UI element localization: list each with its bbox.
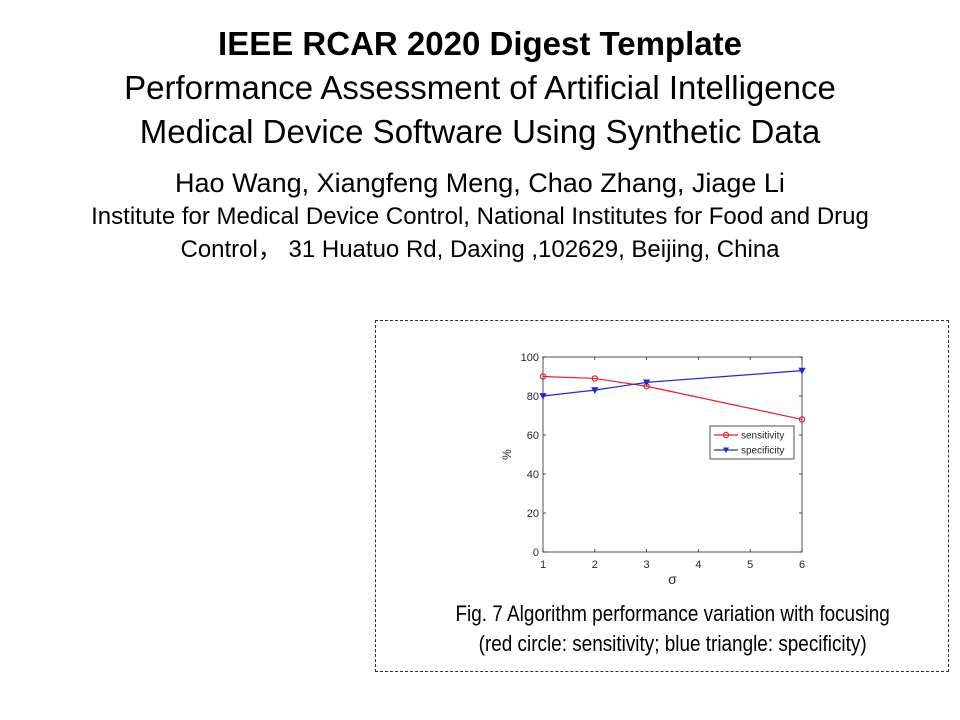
author-list: Hao Wang, Xiangfeng Meng, Chao Zhang, Ji… xyxy=(175,168,785,198)
y-tick-label: 60 xyxy=(527,430,539,442)
caption-line-1: Fig. 7 Algorithm performance variation w… xyxy=(455,601,890,626)
y-tick-label: 20 xyxy=(527,508,539,520)
specificity-point xyxy=(642,379,651,387)
y-axis-label: % xyxy=(500,449,514,460)
y-tick-label: 100 xyxy=(521,352,539,364)
specificity-point xyxy=(539,393,547,400)
x-tick-label: 4 xyxy=(695,559,701,571)
sensitivity-point xyxy=(798,416,806,423)
specificity-line xyxy=(542,370,803,397)
legend-marker-specificity xyxy=(723,447,729,453)
slide-title: IEEE RCAR 2020 Digest Template xyxy=(218,25,742,62)
x-tick-label: 2 xyxy=(592,559,598,571)
paper-title-line-2: Medical Device Software Using Synthetic … xyxy=(139,113,821,150)
affiliation-line-2: Control， 31 Huatuo Rd, Daxing ,102629, B… xyxy=(180,236,780,263)
legend-label-sensitivity: sensitivity xyxy=(741,431,784,442)
sensitivity-point xyxy=(539,373,547,380)
specificity-point xyxy=(591,387,599,394)
performance-line-chart: 1 2 3 4 5 6020406080100σ%sensitivityspecifici… xyxy=(500,352,806,587)
affiliation-line-1: Institute for Medical Device Control, Na… xyxy=(91,203,869,230)
figure-caption: Fig. 7 Algorithm performance variation w… xyxy=(426,599,920,659)
sensitivity-line xyxy=(542,375,803,420)
specificity-point xyxy=(798,367,806,375)
paper-title-line-1: Performance Assessment of Artificial Int… xyxy=(124,69,836,106)
chart-legend xyxy=(709,425,795,460)
x-tick-label: 5 xyxy=(747,559,753,571)
legend-label-specificity: specificity xyxy=(741,446,784,457)
sensitivity-point xyxy=(591,375,598,382)
y-tick-label: 40 xyxy=(527,469,539,481)
y-tick-label: 80 xyxy=(527,391,539,403)
caption-line-2: (red circle: sensitivity; blue triangle:… xyxy=(478,631,867,656)
legend-marker-sensitivity xyxy=(722,431,730,439)
x-tick-label: 3 xyxy=(644,559,650,571)
x-tick-label: 6 xyxy=(799,559,805,571)
figure-panel: 1 2 3 4 5 6 0 20 40 60 80 100 σ% sensitivity specifici… xyxy=(375,320,949,672)
x-tick-label: 1 xyxy=(540,559,546,571)
slide-header: IEEE RCAR 2020 Digest Template Performan… xyxy=(0,22,960,266)
y-tick-label: 0 xyxy=(533,547,539,559)
x-axis-label: σ xyxy=(668,571,677,587)
